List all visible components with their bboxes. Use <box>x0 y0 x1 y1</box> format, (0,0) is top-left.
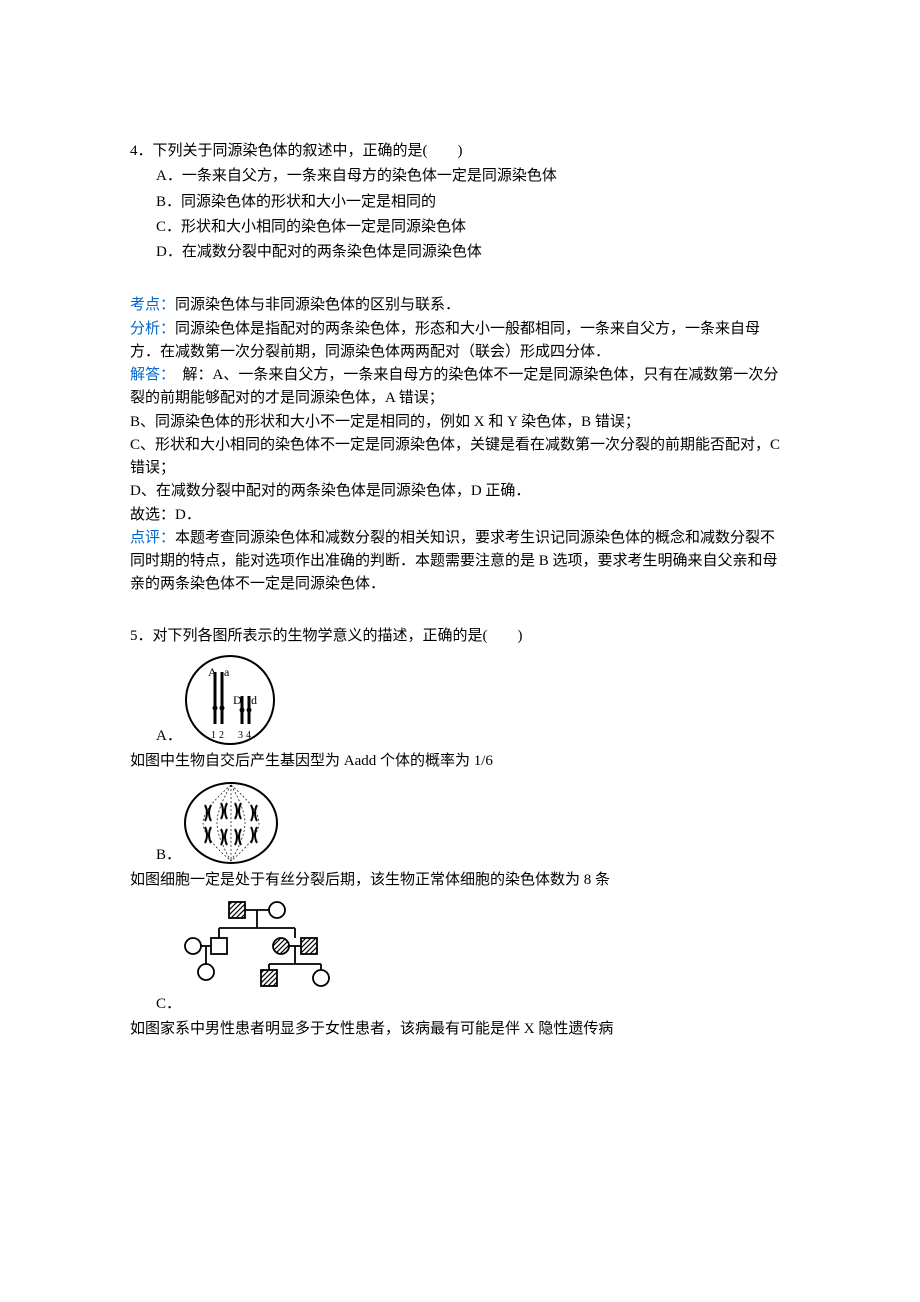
jieda-line-c: C、形状和大小相同的染色体不一定是同源染色体，关键是看在减数第一次分裂的前期能否… <box>130 434 790 481</box>
q5-a-diagram-wrap: A． A a 1 2 D d 3 4 <box>130 652 790 748</box>
fenxi-text: 同源染色体是指配对的两条染色体，形态和大小一般都相同，一条来自父方，一条来自母方… <box>130 321 760 360</box>
q5-b-mitosis-diagram <box>181 779 281 867</box>
q4-stem: 4．下列关于同源染色体的叙述中，正确的是( ) A．一条来自父方，一条来自母方的… <box>130 140 790 264</box>
q4-jieda: 解答： 解：A、一条来自父方，一条来自母方的染色体不一定是同源染色体，只有在减数… <box>130 364 790 527</box>
fenxi-label: 分析： <box>130 321 175 337</box>
spacer <box>130 597 790 625</box>
jieda-lead: 解：A、一条来自父方，一条来自母方的染色体不一定是同源染色体，只有在减数第一次分… <box>130 367 778 406</box>
q5-c-letter: C． <box>156 993 181 1016</box>
document-page: 4．下列关于同源染色体的叙述中，正确的是( ) A．一条来自父方，一条来自母方的… <box>0 0 920 1302</box>
q4-options: A．一条来自父方，一条来自母方的染色体一定是同源染色体 B．同源染色体的形状和大… <box>130 165 790 264</box>
q5-b-diagram-wrap: B． <box>130 779 790 867</box>
q5-a-cell-diagram: A a 1 2 D d 3 4 <box>182 652 278 748</box>
q5-a-desc: 如图中生物自交后产生基因型为 Aadd 个体的概率为 1/6 <box>130 750 790 773</box>
q5-c-diagram-wrap: C． <box>130 898 790 1016</box>
dianping-text: 本题考查同源染色体和减数分裂的相关知识，要求考生识记同源染色体的概念和减数分裂不… <box>130 530 778 593</box>
svg-text:3: 3 <box>238 730 243 741</box>
q4-kaodian: 考点：同源染色体与非同源染色体的区别与联系． <box>130 294 790 317</box>
svg-text:D: D <box>233 693 242 707</box>
q5-b-desc: 如图细胞一定是处于有丝分裂后期，该生物正常体细胞的染色体数为 8 条 <box>130 869 790 892</box>
q4-fenxi: 分析：同源染色体是指配对的两条染色体，形态和大小一般都相同，一条来自父方，一条来… <box>130 318 790 365</box>
svg-text:1: 1 <box>211 730 216 741</box>
svg-text:a: a <box>224 665 230 679</box>
q5-c-desc: 如图家系中男性患者明显多于女性患者，该病最有可能是伴 X 隐性遗传病 <box>130 1018 790 1041</box>
q4-stem-text: 4．下列关于同源染色体的叙述中，正确的是( ) <box>130 140 790 163</box>
q5-c-pedigree-diagram <box>181 898 341 1016</box>
q5-b-letter: B． <box>156 844 181 867</box>
kaodian-label: 考点： <box>130 297 175 313</box>
q4-option-b: B．同源染色体的形状和大小一定是相同的 <box>156 191 790 214</box>
q4-option-d: D．在减数分裂中配对的两条染色体是同源染色体 <box>156 241 790 264</box>
q4-option-c: C．形状和大小相同的染色体一定是同源染色体 <box>156 216 790 239</box>
jieda-line-b: B、同源染色体的形状和大小不一定是相同的，例如 X 和 Y 染色体，B 错误； <box>130 411 790 434</box>
svg-text:2: 2 <box>219 730 224 741</box>
svg-text:d: d <box>251 693 257 707</box>
svg-text:A: A <box>208 665 217 679</box>
q5-stem: 5．对下列各图所表示的生物学意义的描述，正确的是( ) <box>130 625 790 648</box>
jieda-label: 解答： <box>130 367 168 383</box>
jieda-line-ans: 故选：D． <box>130 504 790 527</box>
svg-text:4: 4 <box>246 730 251 741</box>
q5-a-letter: A． <box>156 725 182 748</box>
spacer <box>130 266 790 294</box>
q4-option-a: A．一条来自父方，一条来自母方的染色体一定是同源染色体 <box>156 165 790 188</box>
jieda-line-d: D、在减数分裂中配对的两条染色体是同源染色体，D 正确． <box>130 480 790 503</box>
kaodian-text: 同源染色体与非同源染色体的区别与联系． <box>175 297 460 313</box>
dianping-label: 点评： <box>130 530 175 546</box>
q4-dianping: 点评：本题考查同源染色体和减数分裂的相关知识，要求考生识记同源染色体的概念和减数… <box>130 527 790 597</box>
